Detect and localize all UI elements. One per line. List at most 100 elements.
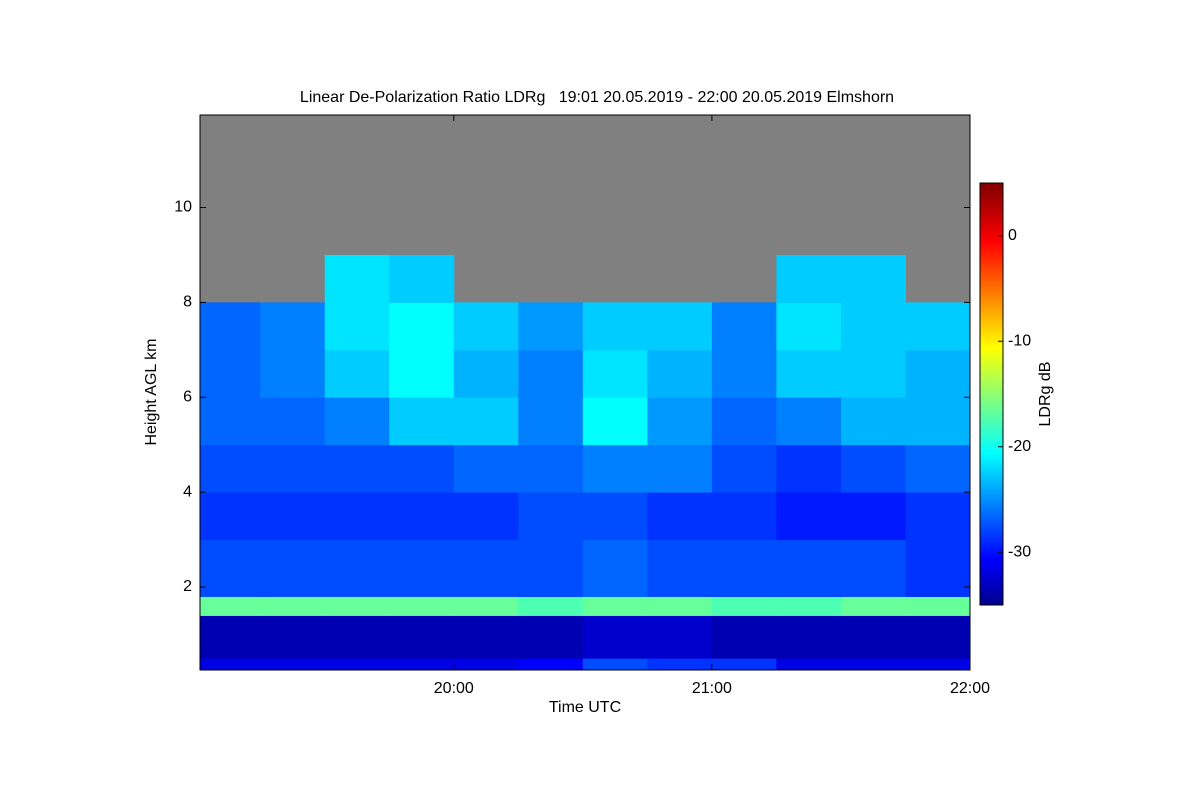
colorbar-tick-label: 0 — [1008, 227, 1017, 244]
heatmap-cell — [711, 397, 777, 446]
y-tick-label: 10 — [174, 199, 192, 216]
heatmap-cell — [260, 349, 326, 398]
heatmap-cell — [453, 615, 519, 659]
heatmap-cell — [389, 444, 455, 493]
heatmap-cell — [711, 302, 777, 351]
heatmap-cell — [776, 397, 842, 446]
heatmap-cell — [324, 254, 390, 303]
heatmap-cell — [582, 615, 648, 659]
heatmap-cell — [518, 397, 584, 446]
heatmap-cell — [840, 596, 906, 616]
heatmap-cell — [776, 254, 842, 303]
heatmap-cell — [389, 539, 455, 597]
heatmap-cell — [840, 302, 906, 351]
colorbar-tick-label: -10 — [1008, 332, 1031, 349]
colorbar-tick-label: -20 — [1008, 438, 1031, 455]
heatmap-cell — [453, 302, 519, 351]
heatmap-cell — [776, 596, 842, 616]
heatmap-cell — [260, 302, 326, 351]
chart-title: Linear De-Polarization Ratio LDRg 19:01 … — [300, 89, 894, 106]
heatmap-cell — [260, 444, 326, 493]
heatmap-cell — [389, 302, 455, 351]
heatmap-cell — [453, 349, 519, 398]
heatmap-cell — [200, 302, 261, 351]
heatmap-cell — [905, 596, 971, 616]
heatmap-cell — [389, 397, 455, 446]
heatmap-cell — [840, 492, 906, 541]
heatmap-cell — [647, 302, 713, 351]
x-tick-label: 21:00 — [692, 680, 732, 697]
heatmap-cell — [200, 397, 261, 446]
heatmap-cell — [582, 397, 648, 446]
heatmap-cell — [711, 539, 777, 597]
heatmap-cell — [905, 615, 971, 659]
heatmap-cell — [389, 615, 455, 659]
heatmap-cell — [582, 444, 648, 493]
heatmap-cell — [324, 658, 390, 671]
heatmap-cell — [389, 492, 455, 541]
heatmap-cell — [582, 539, 648, 597]
heatmap-cell — [453, 596, 519, 616]
heatmap-cell — [260, 539, 326, 597]
colorbar — [979, 182, 1004, 606]
heatmap-cell — [582, 349, 648, 398]
heatmap-cell — [905, 444, 971, 493]
heatmap-cell — [260, 596, 326, 616]
heatmap-cell — [776, 539, 842, 597]
heatmap-cell — [324, 539, 390, 597]
heatmap-cell — [260, 658, 326, 671]
heatmap-cell — [518, 302, 584, 351]
heatmap-cell — [200, 539, 261, 597]
heatmap-cell — [776, 658, 842, 671]
heatmap-cell — [711, 349, 777, 398]
heatmap-cell — [905, 539, 971, 597]
heatmap-cell — [711, 492, 777, 541]
heatmap-cell — [200, 615, 261, 659]
heatmap-cell — [840, 658, 906, 671]
heatmap-cell — [582, 302, 648, 351]
y-tick-label: 2 — [183, 578, 192, 595]
heatmap-cell — [389, 658, 455, 671]
heatmap-cell — [776, 302, 842, 351]
heatmap-cell — [647, 596, 713, 616]
heatmap-cell — [389, 596, 455, 616]
heatmap-cell — [200, 596, 261, 616]
x-tick-label: 22:00 — [950, 680, 990, 697]
heatmap-cell — [324, 397, 390, 446]
heatmap-cell — [453, 397, 519, 446]
heatmap-cell — [711, 615, 777, 659]
heatmap-cell — [647, 444, 713, 493]
heatmap-cell — [324, 349, 390, 398]
heatmap-cell — [647, 397, 713, 446]
heatmap-cell — [776, 615, 842, 659]
heatmap-cell — [711, 658, 777, 671]
heatmap-cell — [453, 539, 519, 597]
heatmap-cell — [200, 444, 261, 493]
heatmap-cell — [324, 302, 390, 351]
heatmap-cell — [776, 492, 842, 541]
heatmap-cell — [324, 615, 390, 659]
heatmap-cell — [518, 444, 584, 493]
y-tick-label: 6 — [183, 388, 192, 405]
heatmap-cell — [905, 492, 971, 541]
heatmap-cell — [905, 658, 971, 671]
plot-frame — [199, 114, 971, 671]
heatmap-cell — [200, 492, 261, 541]
heatmap-cell — [776, 444, 842, 493]
heatmap-cell — [518, 492, 584, 541]
heatmap-cell — [518, 596, 584, 616]
heatmap-cell — [389, 254, 455, 303]
heatmap-cell — [840, 539, 906, 597]
heatmap-cell — [905, 302, 971, 351]
heatmap-cell — [647, 492, 713, 541]
heatmap-cell — [840, 615, 906, 659]
y-axis-label: Height AGL km — [143, 338, 160, 445]
heatmap-cell — [260, 615, 326, 659]
heatmap-cell — [776, 349, 842, 398]
heatmap-cell — [200, 658, 261, 671]
heatmap-cell — [200, 349, 261, 398]
heatmap-cell — [840, 254, 906, 303]
heatmap-cell — [840, 444, 906, 493]
y-tick-label: 4 — [183, 483, 192, 500]
